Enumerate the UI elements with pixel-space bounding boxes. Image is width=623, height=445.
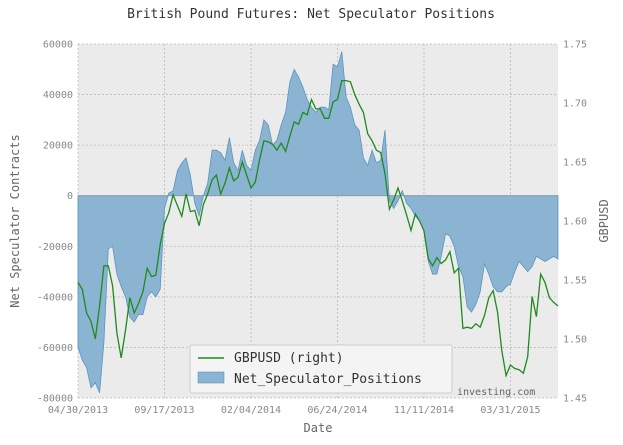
legend-box [189, 344, 453, 394]
x-tick-label: 04/30/2013 [48, 405, 108, 416]
right-tick-label: 1.55 [563, 276, 587, 287]
gbpusd-line [77, 79, 559, 378]
right-tick-label: 1.75 [563, 40, 587, 51]
right-tick-label: 1.50 [563, 335, 587, 346]
legend-label-net-speculator: Net_Speculator_Positions [234, 372, 422, 387]
legend-label-gbpusd: GBPUSD (right) [234, 351, 344, 366]
right-tick-label: 1.70 [563, 99, 587, 110]
net-speculator-area-path [77, 51, 559, 394]
watermark-text: investing.com [457, 387, 535, 398]
x-tick-label: 09/17/2013 [134, 405, 194, 416]
net-speculator-positions-area [77, 51, 559, 394]
right-tick-label: 1.65 [563, 158, 587, 169]
left-tick-label: -40000 [37, 292, 73, 303]
x-tick-label: 11/11/2014 [394, 405, 454, 416]
y-axis-label-left: Net Speculator Contracts [8, 134, 22, 307]
left-tick-label: 40000 [43, 90, 73, 101]
right-tick-label: 1.60 [563, 217, 587, 228]
legend: GBPUSD (right) Net_Speculator_Positions [189, 344, 453, 394]
x-tick-label: 02/04/2014 [221, 405, 281, 416]
left-tick-label: -20000 [37, 242, 73, 253]
left-axis-ticks: -80000 -60000 -40000 -20000 0 20000 40000 60000 [37, 40, 73, 405]
legend-swatch-net-speculator [197, 371, 225, 384]
left-tick-label: 60000 [43, 40, 73, 51]
gbpusd-polyline [77, 79, 559, 378]
x-tick-label: 03/31/2015 [480, 405, 540, 416]
right-tick-label: 1.45 [563, 394, 587, 405]
x-axis-label: Date [304, 421, 333, 435]
left-tick-label: -80000 [37, 394, 73, 405]
left-tick-label: -60000 [37, 343, 73, 354]
left-tick-label: 20000 [43, 141, 73, 152]
y-axis-label-right: GBPUSD [597, 199, 611, 242]
x-tick-label: 06/24/2014 [307, 405, 367, 416]
right-axis-ticks: 1.45 1.50 1.55 1.60 1.65 1.70 1.75 [563, 40, 587, 405]
x-axis-ticks: 04/30/2013 09/17/2013 02/04/2014 06/24/2014… [48, 405, 541, 416]
chart-title: British Pound Futures: Net Speculator Po… [127, 7, 495, 22]
left-tick-label: 0 [67, 191, 73, 202]
